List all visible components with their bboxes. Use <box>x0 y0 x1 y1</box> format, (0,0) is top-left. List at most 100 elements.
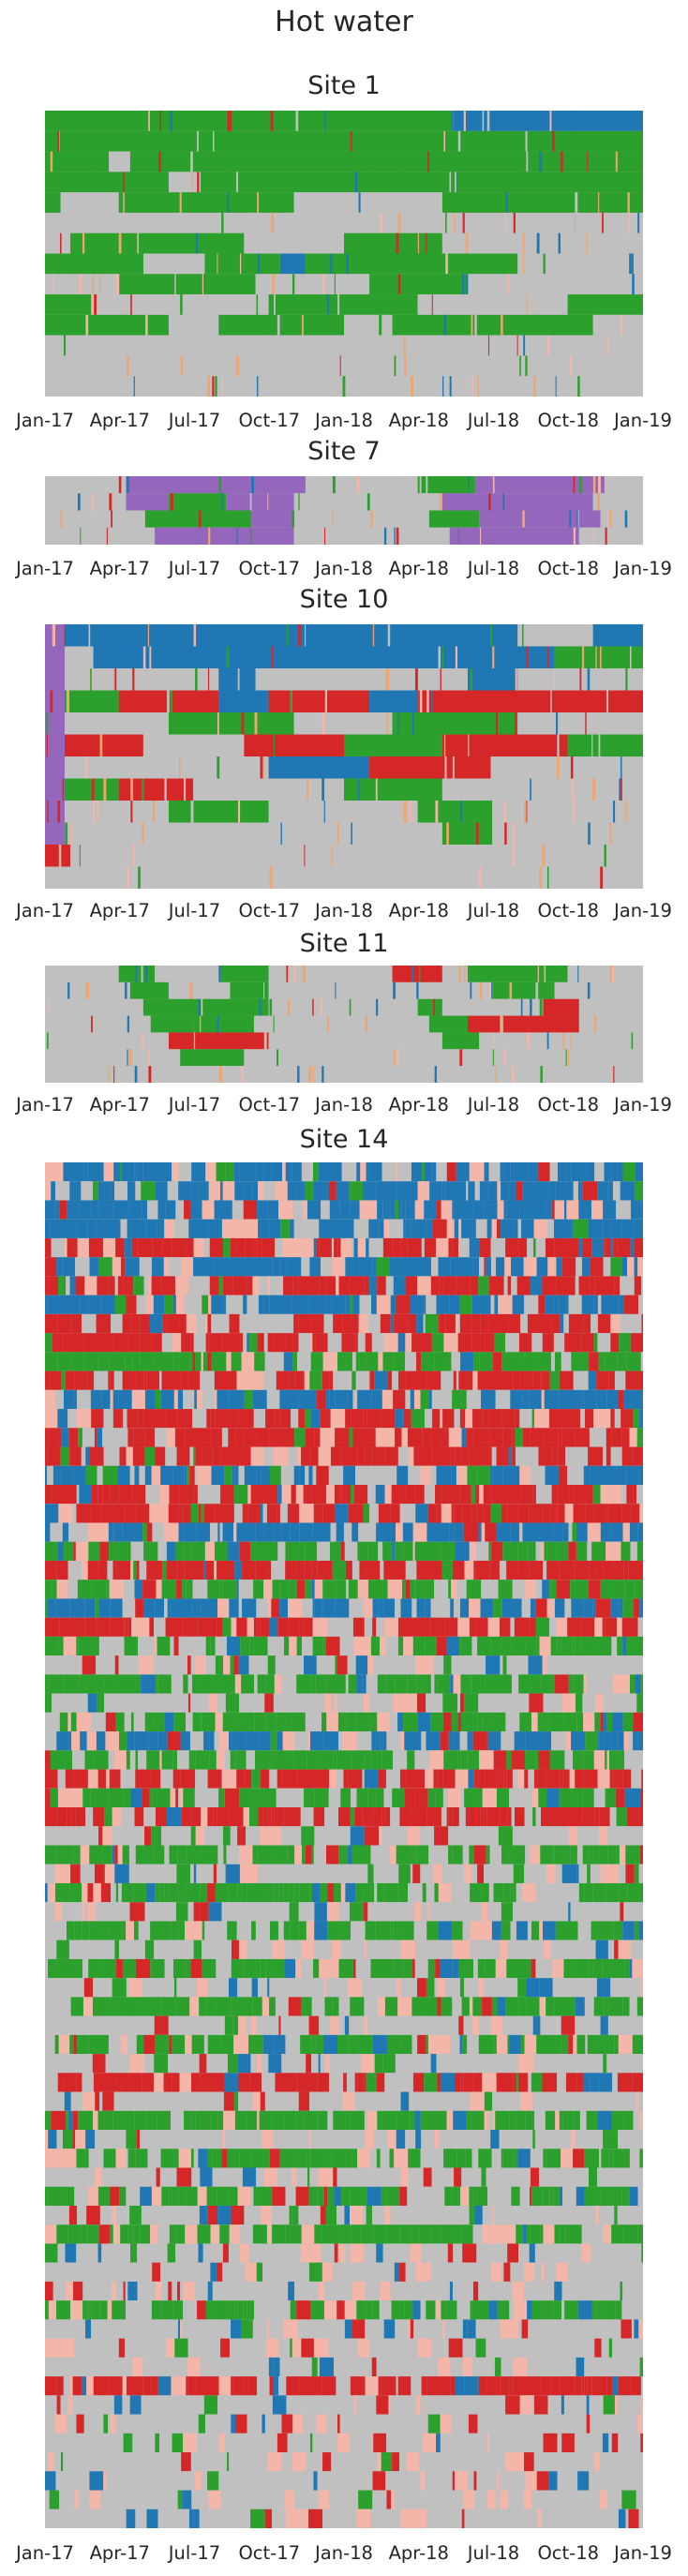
heatmap-cell <box>340 1541 345 1561</box>
heatmap-cell <box>364 1769 380 1789</box>
heatmap-cell <box>102 1485 111 1505</box>
heatmap-cell <box>248 2034 257 2055</box>
heatmap-cell <box>501 1409 516 1429</box>
heatmap-cell <box>202 2243 215 2263</box>
heatmap-cell <box>573 1504 586 1523</box>
heatmap-cell <box>469 1845 474 1865</box>
heatmap-cell <box>268 2015 279 2035</box>
heatmap-cell <box>400 1731 405 1751</box>
heatmap-cell <box>549 1750 565 1770</box>
heatmap-cell <box>575 1465 584 1486</box>
heatmap-stripe <box>539 151 543 172</box>
heatmap-cell <box>509 2167 525 2187</box>
heatmap-cell <box>612 1712 623 1732</box>
heatmap-cell <box>161 1580 177 1599</box>
heatmap-cell <box>240 2130 249 2149</box>
heatmap-cell <box>131 1389 145 1410</box>
heatmap-stripe <box>463 111 466 131</box>
heatmap-cell <box>597 1446 603 1466</box>
heatmap-cell <box>568 1219 574 1238</box>
heatmap-cell <box>172 1465 185 1486</box>
heatmap-cell <box>395 1560 406 1580</box>
heatmap-cell <box>491 1921 501 1940</box>
heatmap-cell <box>405 2243 411 2263</box>
heatmap-cell <box>366 2205 373 2225</box>
heatmap-cell <box>69 1598 85 1618</box>
heatmap-stripe <box>533 1032 536 1050</box>
heatmap-cell <box>426 2015 440 2035</box>
heatmap-cell <box>67 2015 75 2035</box>
heatmap-cell <box>213 1939 226 1959</box>
heatmap-cell <box>516 2224 523 2244</box>
heatmap-cell <box>200 2167 213 2187</box>
heatmap-cell <box>45 1750 51 1770</box>
heatmap-cell <box>460 1750 468 1770</box>
heatmap-cell <box>505 1712 520 1732</box>
heatmap-cell <box>171 2034 186 2055</box>
heatmap-cell <box>55 1958 68 1979</box>
heatmap-cell <box>124 1580 135 1599</box>
heatmap-cell <box>542 1958 546 1979</box>
heatmap-cell <box>359 1200 370 1220</box>
heatmap-cell <box>311 2130 314 2149</box>
heatmap-cell <box>616 1200 631 1220</box>
heatmap-cell <box>193 1237 204 1258</box>
heatmap-cell <box>641 1200 643 1220</box>
heatmap-cell <box>328 1958 339 1979</box>
heatmap-cell <box>195 1769 208 1789</box>
heatmap-cell <box>96 1826 99 1846</box>
heatmap-cell <box>255 1162 264 1182</box>
heatmap-cell <box>426 1295 437 1314</box>
heatmap-stripe <box>256 376 259 397</box>
heatmap-cell <box>595 1939 608 1959</box>
heatmap-stripe <box>64 335 67 356</box>
heatmap-cell <box>257 1845 263 1865</box>
heatmap-stripe <box>130 801 133 823</box>
heatmap-cell <box>507 1504 519 1523</box>
heatmap-cell <box>310 1352 323 1371</box>
heatmap-cell <box>289 1219 294 1238</box>
heatmap-cell <box>433 2262 447 2282</box>
heatmap-cell <box>424 1237 437 1258</box>
heatmap-stripe <box>85 756 88 779</box>
heatmap-cell <box>442 1693 458 1713</box>
heatmap-cell <box>557 2073 566 2092</box>
heatmap-cell <box>369 1276 378 1295</box>
heatmap-stripe <box>269 998 273 1016</box>
heatmap-cell <box>199 1636 202 1656</box>
heatmap-cell <box>372 2034 385 2055</box>
heatmap-cell <box>299 1541 306 1561</box>
heatmap-cell <box>124 1712 131 1732</box>
heatmap-cell <box>583 1465 591 1486</box>
heatmap-cell <box>337 1769 344 1789</box>
heatmap-stripe <box>416 981 419 999</box>
heatmap-cell <box>420 1826 435 1846</box>
heatmap-cell <box>136 1295 146 1314</box>
heatmap-cell <box>565 1446 579 1466</box>
heatmap-cell <box>225 2130 241 2149</box>
heatmap-cell <box>458 1807 466 1827</box>
heatmap-cell <box>349 1276 365 1295</box>
heatmap-cell <box>262 1504 267 1523</box>
heatmap-cell <box>640 1750 643 1770</box>
heatmap-cell <box>441 966 468 982</box>
heatmap-stripe <box>179 192 182 213</box>
heatmap-cell <box>326 1674 341 1694</box>
heatmap-cell <box>256 1598 268 1618</box>
heatmap-stripe <box>178 756 181 779</box>
heatmap-cell <box>594 1826 600 1846</box>
heatmap-cell <box>448 1807 453 1827</box>
heatmap-cell <box>52 1465 61 1486</box>
heatmap-cell <box>477 1788 483 1808</box>
heatmap-cell <box>469 1541 476 1561</box>
heatmap-cell <box>541 1389 545 1410</box>
heatmap-cell <box>320 2054 325 2074</box>
heatmap-cell <box>640 1352 643 1371</box>
heatmap-cell <box>390 1921 394 1940</box>
heatmap-stripe <box>588 822 591 845</box>
heatmap-cell <box>169 1882 179 1903</box>
heatmap-cell <box>488 1162 501 1182</box>
heatmap-cell <box>275 2073 288 2092</box>
heatmap-cell <box>476 2034 479 2055</box>
heatmap-cell <box>306 2205 313 2225</box>
